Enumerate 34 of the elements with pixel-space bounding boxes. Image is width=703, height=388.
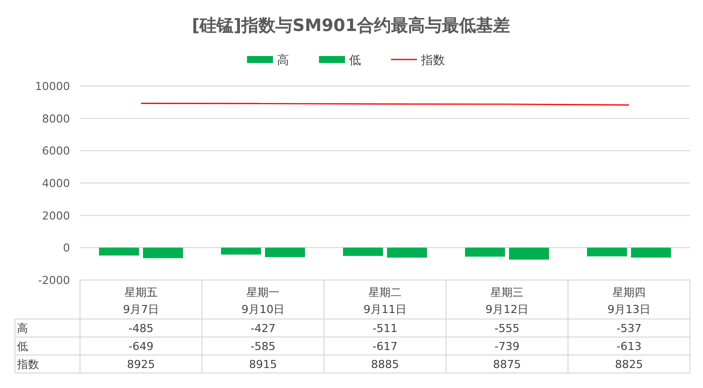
x-tick-label: 星期三 9月12日 [486,286,528,316]
data-label: 8875 [493,358,521,371]
x-tick-label: 星期一 9月10日 [242,286,284,316]
data-label: -427 [250,322,276,335]
y-tick-label: 0 [63,242,70,255]
data-label: -617 [372,340,398,353]
data-label: -555 [494,322,520,335]
legend-label: 指数 [420,53,445,67]
y-tick-label: 6000 [42,144,70,158]
data-label: -739 [494,340,520,353]
legend-label: 高 [277,53,289,67]
data-label: -649 [128,340,154,353]
y-tick-label: 8000 [42,112,70,126]
data-label: -511 [372,322,398,335]
data-label: -485 [128,322,154,335]
data-label: 8885 [371,358,399,371]
data-label: -585 [250,340,276,353]
y-tick-label: 2000 [42,209,70,222]
chart-title: [硅锰]指数与SM901合约最高与最低基差 [192,16,510,36]
data-label: 8825 [615,358,643,371]
text: 低 [17,340,28,353]
data-label: 8915 [249,358,277,371]
legend-label: 低 [349,53,361,67]
data-label: 8925 [127,358,155,371]
y-tick-label: -2000 [38,274,70,287]
data-label: -537 [616,322,642,335]
text: 指数 [17,358,39,371]
x-tick-label: 星期五 9月7日 [123,286,159,316]
y-tick-label: 10000 [35,80,70,93]
data-label: -613 [616,340,642,353]
x-tick-label: 星期二 9月11日 [364,286,406,316]
text: 高 [17,322,28,335]
x-tick-label: 星期四 9月13日 [608,286,650,316]
y-tick-label: 4000 [42,177,70,190]
